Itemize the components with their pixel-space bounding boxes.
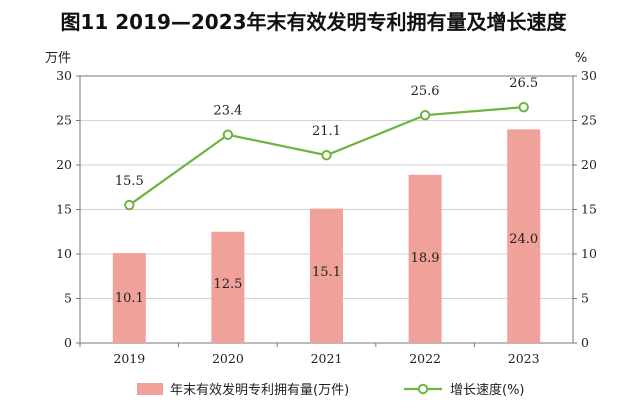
legend-line-label: 增长速度(%) xyxy=(450,382,525,398)
left-axis-tick-label: 10 xyxy=(56,246,72,261)
x-axis-tick-label: 2021 xyxy=(311,351,343,366)
axes: 0 5 10 15 20 25 30 0 5 10 15 20 25 30 万件 % 2019 2020 2021 2… xyxy=(45,51,597,366)
data-labels: 10.1 12.5 15.1 18.9 24.0 15.5 23.4 21.1 25.6 26.5 xyxy=(115,76,538,306)
line-data-label: 25.6 xyxy=(411,84,440,99)
x-axis-tick-label: 2023 xyxy=(508,351,540,366)
bar xyxy=(310,208,343,343)
growth-point xyxy=(222,129,234,140)
chart-title: 图11 2019—2023年末有效发明专利拥有量及增长速度 xyxy=(60,10,567,34)
line-data-label: 23.4 xyxy=(213,104,242,119)
bar xyxy=(507,129,541,343)
left-axis-tick-label: 15 xyxy=(56,202,72,217)
x-axis-tick-label: 2019 xyxy=(113,351,145,366)
right-axis-unit: % xyxy=(575,51,587,66)
right-axis-tick-label: 25 xyxy=(581,113,597,128)
growth-point xyxy=(419,109,431,121)
x-axis-tick-label: 2022 xyxy=(409,351,441,366)
right-axis-tick-label: 5 xyxy=(581,291,589,306)
legend-line-marker xyxy=(417,383,429,395)
bar xyxy=(211,231,245,343)
line-series xyxy=(124,101,529,211)
left-axis-tick-label: 0 xyxy=(64,335,72,350)
left-axis-tick-label: 30 xyxy=(56,68,72,83)
right-axis-tick-label: 0 xyxy=(581,335,589,350)
left-axis-tick-label: 25 xyxy=(56,113,72,128)
line-data-label: 15.5 xyxy=(115,174,144,189)
bar xyxy=(112,253,146,343)
right-axis-tick-label: 15 xyxy=(581,202,597,217)
bar-data-label: 24.0 xyxy=(509,232,538,247)
bar-data-label: 12.5 xyxy=(213,277,242,292)
bar-series xyxy=(112,129,541,343)
bar-data-label: 15.1 xyxy=(312,265,341,280)
x-axis-tick-label: 2020 xyxy=(212,351,244,366)
left-axis-unit: 万件 xyxy=(45,51,71,66)
right-axis-tick-label: 30 xyxy=(581,68,597,83)
right-axis-tick-label: 10 xyxy=(581,246,597,261)
bar-data-label: 18.9 xyxy=(411,251,440,266)
right-axis-tick-label: 20 xyxy=(581,157,597,172)
line-data-label: 21.1 xyxy=(312,124,341,139)
left-axis-tick-label: 5 xyxy=(64,291,72,306)
left-axis-tick-label: 20 xyxy=(56,157,72,172)
growth-point xyxy=(321,150,332,161)
growth-point xyxy=(124,199,135,211)
legend-bar-swatch xyxy=(137,383,163,395)
line-data-label: 26.5 xyxy=(509,76,538,91)
bar-data-label: 10.1 xyxy=(115,291,144,306)
growth-point xyxy=(518,101,529,113)
legend-bar-label: 年末有效发明专利拥有量(万件) xyxy=(170,382,349,398)
legend: 年末有效发明专利拥有量(万件) 增长速度(%) xyxy=(137,382,525,398)
bar xyxy=(408,174,442,343)
